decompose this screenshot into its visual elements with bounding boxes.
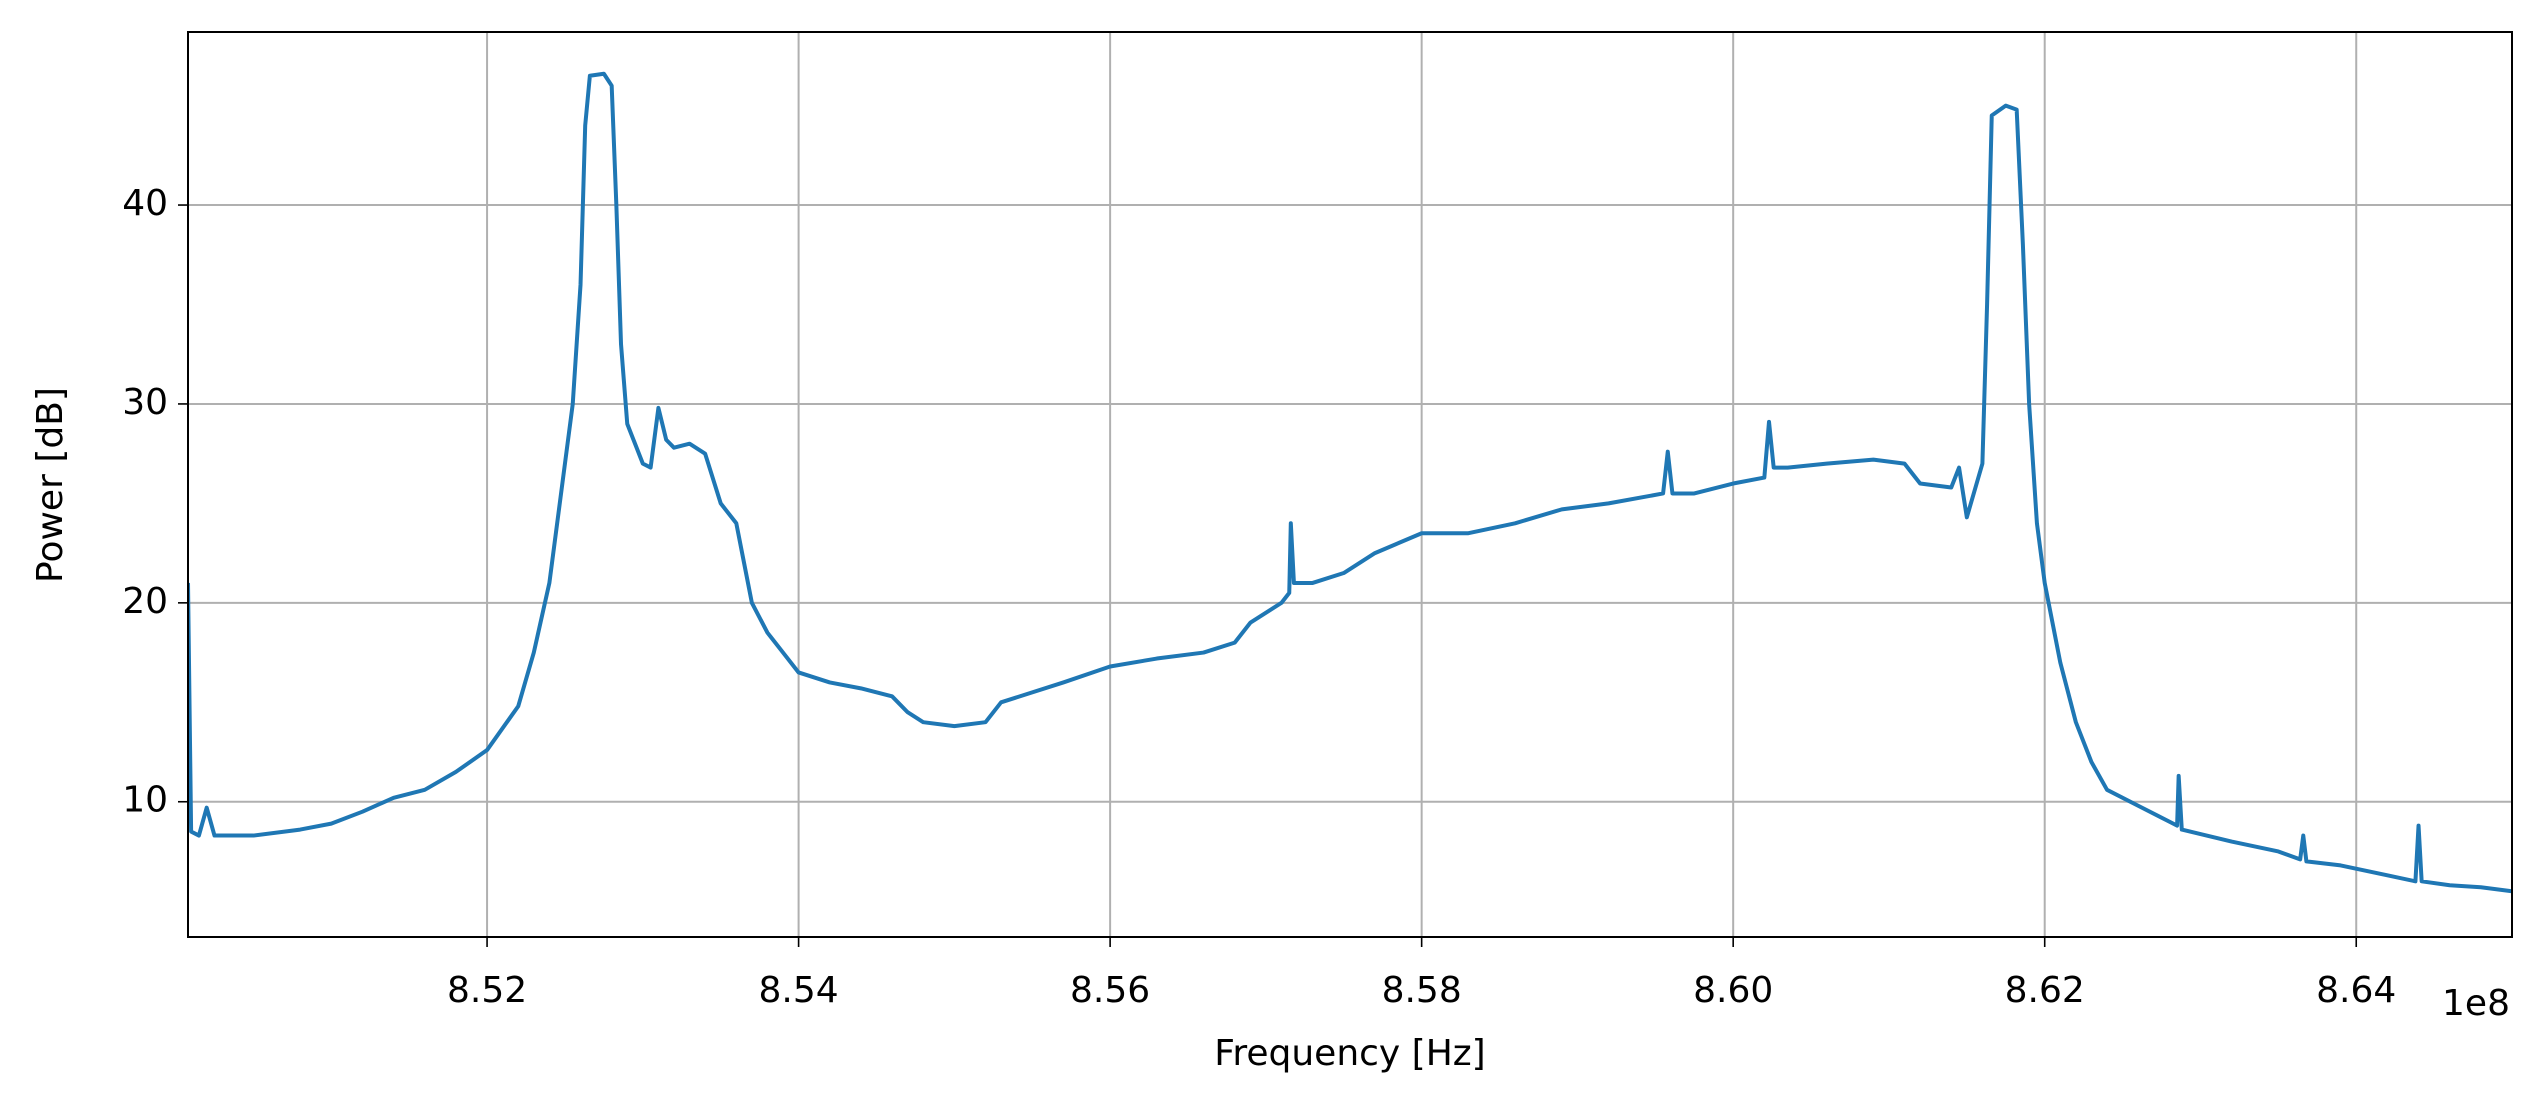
y-tick-label: 20	[122, 581, 168, 622]
x-tick-label: 8.54	[759, 970, 839, 1011]
plot-frame	[187, 31, 2513, 938]
y-tick-label: 30	[122, 382, 168, 423]
data-line	[188, 71, 2512, 894]
x-tick-label: 8.60	[1693, 970, 1773, 1011]
x-tick-label: 8.52	[447, 970, 527, 1011]
x-tick-label: 8.58	[1382, 970, 1462, 1011]
y-tick-label: 10	[122, 780, 168, 821]
x-tick-label: 8.62	[2005, 970, 2085, 1011]
x-tick-label: 8.64	[2316, 970, 2396, 1011]
y-axis-label: Power [dB]	[30, 387, 71, 583]
x-tick-label: 8.56	[1070, 970, 1150, 1011]
x-axis-label: Frequency [Hz]	[1214, 1033, 1485, 1074]
x-offset-label: 1e8	[2442, 983, 2510, 1024]
y-tick-label: 40	[122, 183, 168, 224]
